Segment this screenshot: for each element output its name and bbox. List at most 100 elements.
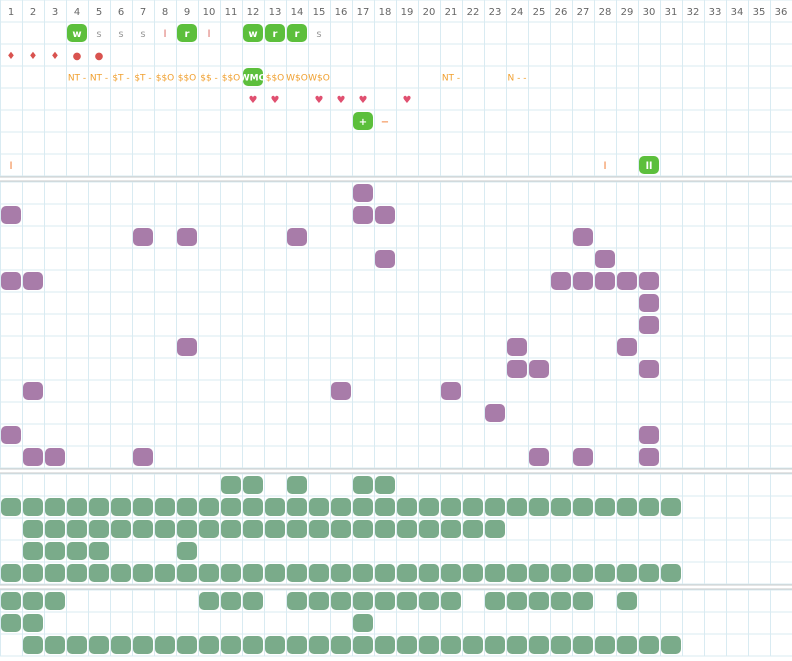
blob	[639, 272, 659, 290]
blob	[133, 498, 153, 516]
column-number: 34	[731, 7, 744, 18]
column-number: 29	[621, 7, 634, 18]
blob	[23, 542, 43, 560]
blob	[463, 498, 483, 516]
blob	[595, 272, 615, 290]
badge	[639, 156, 659, 174]
blob	[133, 636, 153, 654]
column-number: 4	[74, 7, 80, 18]
blob	[485, 592, 505, 610]
badge	[353, 112, 373, 130]
blob	[573, 272, 593, 290]
blob	[507, 498, 527, 516]
status-label: $$O	[178, 74, 197, 84]
blob	[441, 382, 461, 400]
status-label: s	[140, 29, 145, 40]
blob	[265, 498, 285, 516]
blob	[331, 498, 351, 516]
blob	[661, 636, 681, 654]
status-label: ●	[73, 51, 82, 62]
blob	[45, 592, 65, 610]
status-label: NT -	[442, 74, 460, 84]
blob	[111, 636, 131, 654]
status-label: $T -	[134, 74, 151, 84]
blob	[265, 520, 285, 538]
blob	[199, 636, 219, 654]
badge	[177, 24, 197, 42]
blob	[89, 498, 109, 516]
blob	[375, 564, 395, 582]
status-label: NT -	[68, 74, 86, 84]
badge	[243, 24, 263, 42]
blob	[23, 636, 43, 654]
status-label: ♥	[337, 95, 346, 106]
column-number: 24	[511, 7, 524, 18]
blob	[155, 564, 175, 582]
status-label: ●	[95, 51, 104, 62]
blob	[375, 498, 395, 516]
status-label: ♥	[359, 95, 368, 106]
blob	[265, 564, 285, 582]
blob	[617, 592, 637, 610]
column-number: 25	[533, 7, 546, 18]
status-label: w	[248, 29, 257, 40]
blob	[45, 448, 65, 466]
blob	[287, 520, 307, 538]
blob	[155, 520, 175, 538]
blob	[441, 498, 461, 516]
status-label: $T -	[112, 74, 129, 84]
blob	[331, 636, 351, 654]
status-label: NT -	[90, 74, 108, 84]
blob	[397, 498, 417, 516]
blob	[309, 520, 329, 538]
blob	[595, 250, 615, 268]
blob	[309, 564, 329, 582]
blob	[1, 272, 21, 290]
column-number: 12	[247, 7, 260, 18]
blob	[331, 382, 351, 400]
blob	[353, 520, 373, 538]
blob	[353, 592, 373, 610]
blob	[45, 542, 65, 560]
status-label: w	[72, 29, 81, 40]
blob	[67, 564, 87, 582]
blob	[485, 520, 505, 538]
blob	[23, 448, 43, 466]
blob	[573, 564, 593, 582]
blob	[199, 592, 219, 610]
blob	[551, 564, 571, 582]
blob	[397, 564, 417, 582]
status-label: WMO	[240, 74, 267, 84]
column-number: 5	[96, 7, 102, 18]
blob	[507, 564, 527, 582]
blob	[177, 520, 197, 538]
status-label: l	[164, 29, 167, 40]
blob	[353, 564, 373, 582]
blob	[551, 636, 571, 654]
blob	[661, 564, 681, 582]
status-label: ♦	[29, 51, 38, 62]
blob	[573, 448, 593, 466]
status-label: ♦	[51, 51, 60, 62]
blob	[353, 206, 373, 224]
blob	[595, 564, 615, 582]
blob	[397, 592, 417, 610]
blob	[485, 404, 505, 422]
blob	[155, 498, 175, 516]
blob	[485, 636, 505, 654]
column-number: 10	[203, 7, 216, 18]
blob	[67, 636, 87, 654]
blob	[177, 542, 197, 560]
blob	[617, 338, 637, 356]
blob	[67, 498, 87, 516]
status-label: −	[381, 117, 389, 128]
blob	[507, 338, 527, 356]
blob	[639, 294, 659, 312]
blob	[199, 564, 219, 582]
blob	[1, 426, 21, 444]
status-label: +	[359, 117, 367, 128]
column-number: 20	[423, 7, 436, 18]
blob	[441, 564, 461, 582]
column-number: 35	[753, 7, 766, 18]
